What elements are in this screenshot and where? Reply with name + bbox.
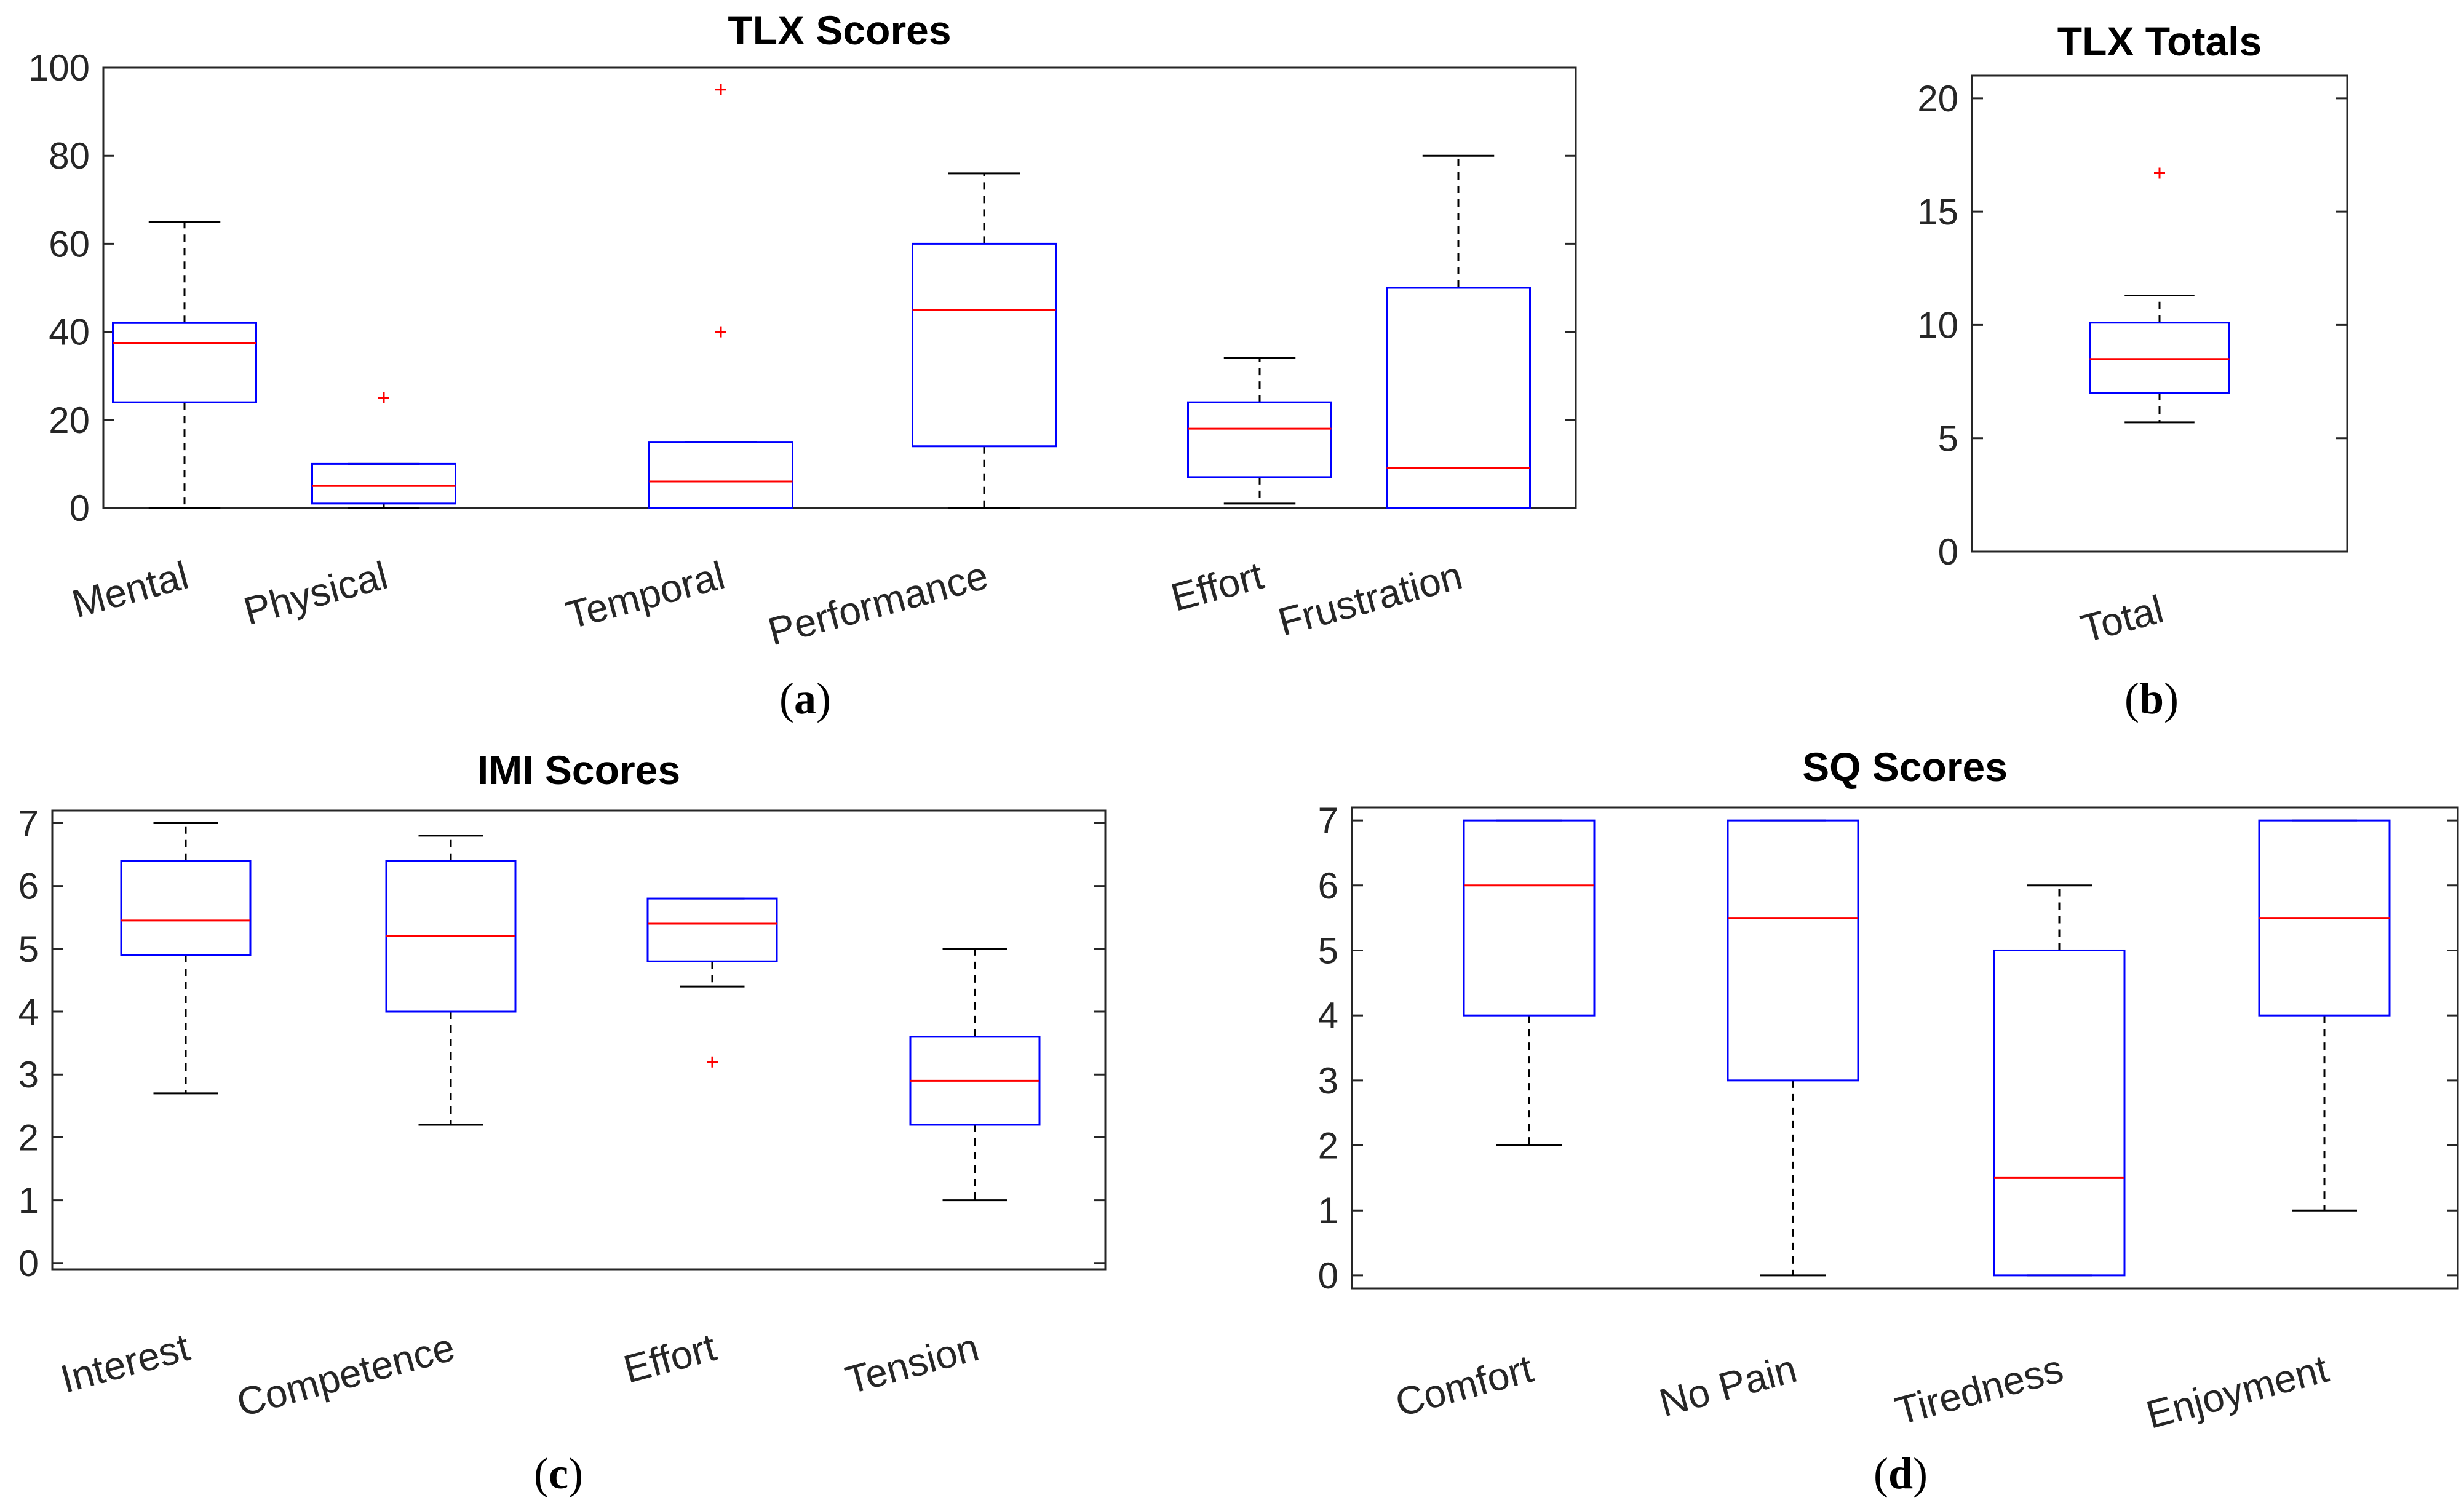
category-label: Tiredness xyxy=(1891,1346,2068,1434)
interquartile-box xyxy=(1386,287,1531,509)
category-label: Interest xyxy=(56,1325,194,1402)
y-tick-label: 3 xyxy=(1318,1060,1338,1101)
category-label: Effort xyxy=(1166,553,1268,620)
y-tick-label: 7 xyxy=(1318,800,1338,841)
box-performance xyxy=(912,172,1057,509)
y-tick-label: 5 xyxy=(1938,418,1958,459)
y-tick-label: 10 xyxy=(1917,304,1958,346)
y-tick-label: 15 xyxy=(1917,191,1958,232)
panel-d-title: SQ Scores xyxy=(1802,744,2008,790)
category-label: Frustration xyxy=(1274,553,1467,644)
interquartile-box xyxy=(646,897,778,962)
y-tick-label: 100 xyxy=(28,47,90,89)
y-tick-label: 0 xyxy=(1938,531,1958,573)
box-temporal xyxy=(648,84,793,509)
box-comfort xyxy=(1463,819,1596,1147)
panel-a-tlx-scores: TLX Scores 0 20 40 60 80 100 Mental Physical Temp… xyxy=(28,7,1577,723)
interquartile-box xyxy=(1727,819,1859,1082)
y-tick-label: 6 xyxy=(18,866,39,907)
category-label: Competence xyxy=(232,1325,459,1425)
y-tick-label: 80 xyxy=(49,135,90,176)
subfigure-label-d: (d) xyxy=(1874,1449,1928,1498)
y-tick-label: 7 xyxy=(18,803,39,844)
panel-a-title: TLX Scores xyxy=(728,7,951,53)
y-tick-label: 0 xyxy=(1318,1255,1338,1296)
y-tick-label: 20 xyxy=(49,400,90,441)
outlier-marker xyxy=(715,326,726,338)
y-tick-label: 1 xyxy=(1318,1190,1338,1231)
subfigure-label-a: (a) xyxy=(779,674,831,723)
y-tick-label: 20 xyxy=(1917,78,1958,119)
interquartile-box xyxy=(120,860,252,956)
y-tick-label: 0 xyxy=(18,1243,39,1284)
box-competence xyxy=(385,835,517,1126)
box-effort xyxy=(646,897,778,1068)
y-tick-label: 3 xyxy=(18,1054,39,1095)
box-physical xyxy=(311,392,456,509)
box-effort xyxy=(1187,357,1332,505)
category-label: Enjoyment xyxy=(2142,1346,2333,1437)
panel-d-sq-scores: SQ Scores 0 1 2 3 4 5 6 7 Comfort No Pain Tiredness… xyxy=(1318,744,2459,1498)
interquartile-box xyxy=(112,322,257,403)
panel-b-title: TLX Totals xyxy=(2057,18,2262,64)
box-total xyxy=(2089,167,2230,424)
y-tick-label: 0 xyxy=(70,488,90,529)
outlier-marker xyxy=(707,1056,718,1068)
interquartile-box xyxy=(1187,401,1332,478)
category-label: No Pain xyxy=(1655,1346,1802,1425)
box-interest xyxy=(120,822,252,1095)
panel-c-axes xyxy=(51,809,1107,1271)
interquartile-box xyxy=(311,462,456,505)
box-frustration xyxy=(1386,154,1531,509)
subfigure-label-c: (c) xyxy=(534,1449,583,1498)
panel-b-tlx-totals: TLX Totals 0 5 10 15 20 Total (b) xyxy=(1917,18,2348,723)
outlier-marker xyxy=(715,84,726,95)
interquartile-box xyxy=(1463,819,1596,1017)
interquartile-box xyxy=(1993,949,2126,1277)
y-tick-label: 5 xyxy=(1318,930,1338,971)
panel-b-axes xyxy=(1971,74,2348,553)
subfigure-label-b: (b) xyxy=(2124,674,2179,723)
category-label: Temporal xyxy=(562,553,729,638)
panel-c-title: IMI Scores xyxy=(477,747,680,793)
y-tick-label: 2 xyxy=(18,1117,39,1158)
outlier-marker xyxy=(378,392,389,403)
interquartile-box xyxy=(2089,322,2230,394)
y-tick-label: 4 xyxy=(18,991,39,1033)
y-tick-label: 1 xyxy=(18,1180,39,1221)
box-mental xyxy=(112,221,257,509)
category-label: Mental xyxy=(67,553,193,626)
y-tick-label: 5 xyxy=(18,929,39,970)
category-label: Comfort xyxy=(1391,1346,1538,1426)
interquartile-box xyxy=(912,242,1057,448)
category-label: Effort xyxy=(619,1325,720,1392)
box-no-pain xyxy=(1727,819,1859,1277)
y-tick-label: 6 xyxy=(1318,865,1338,906)
box-tension xyxy=(909,948,1041,1202)
y-tick-label: 60 xyxy=(49,223,90,264)
outlier-marker xyxy=(2154,167,2165,179)
box-tiredness xyxy=(1993,884,2126,1277)
category-label: Physical xyxy=(239,553,392,633)
panel-d-axes xyxy=(1351,806,2459,1290)
box-enjoyment xyxy=(2258,819,2391,1212)
interquartile-box xyxy=(648,441,793,509)
category-label: Tension xyxy=(841,1325,984,1403)
y-tick-label: 40 xyxy=(49,312,90,353)
panel-a-axes xyxy=(102,66,1577,509)
panel-c-imi-scores: IMI Scores 0 1 2 3 4 5 6 7 Interest Competence Effo… xyxy=(18,747,1107,1498)
y-tick-label: 4 xyxy=(1318,995,1338,1036)
category-label: Total xyxy=(2076,587,2168,651)
category-label: Performance xyxy=(763,553,993,654)
y-tick-label: 2 xyxy=(1318,1125,1338,1167)
